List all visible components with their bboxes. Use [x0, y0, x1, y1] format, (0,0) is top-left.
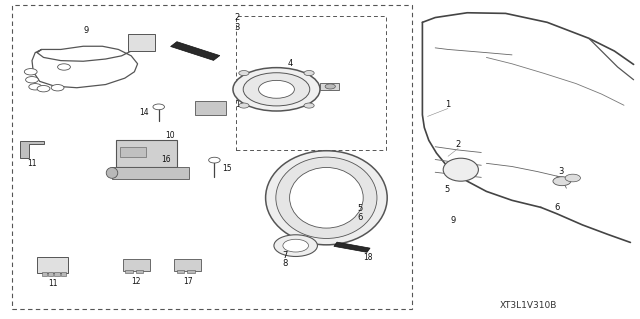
Polygon shape	[171, 42, 220, 60]
Circle shape	[209, 157, 220, 163]
Ellipse shape	[443, 158, 479, 181]
Circle shape	[26, 77, 38, 83]
Text: 11: 11	[48, 279, 57, 288]
Circle shape	[325, 84, 335, 89]
Polygon shape	[334, 242, 370, 252]
Bar	[236, 16, 386, 150]
Bar	[48, 272, 53, 276]
Circle shape	[304, 70, 314, 76]
Bar	[128, 34, 155, 51]
Circle shape	[24, 69, 37, 75]
Text: 3: 3	[234, 23, 239, 32]
Text: 17: 17	[182, 277, 193, 286]
Circle shape	[29, 84, 42, 90]
Text: 15: 15	[222, 164, 232, 173]
Bar	[174, 259, 201, 271]
Circle shape	[37, 85, 50, 92]
Circle shape	[259, 80, 294, 98]
Text: 2: 2	[234, 13, 239, 22]
Text: 6: 6	[554, 204, 559, 212]
Text: 4: 4	[288, 59, 293, 68]
Text: XT3L1V310B: XT3L1V310B	[499, 301, 557, 310]
Circle shape	[233, 68, 320, 111]
Bar	[123, 259, 150, 271]
Circle shape	[553, 177, 571, 186]
Bar	[116, 140, 177, 167]
Circle shape	[274, 235, 317, 256]
Text: 9: 9	[84, 26, 89, 35]
Bar	[120, 147, 146, 157]
Ellipse shape	[266, 151, 387, 245]
Text: 9: 9	[451, 216, 456, 225]
Text: 5: 5	[444, 185, 449, 194]
Bar	[54, 272, 60, 276]
Text: 5: 5	[358, 204, 363, 213]
Ellipse shape	[289, 167, 364, 228]
Polygon shape	[112, 167, 189, 179]
Text: 1: 1	[445, 100, 451, 109]
Text: 10: 10	[164, 131, 175, 140]
Circle shape	[239, 70, 249, 76]
Bar	[195, 101, 226, 115]
Bar	[12, 5, 412, 309]
Text: 18: 18	[364, 253, 372, 262]
Ellipse shape	[106, 167, 118, 178]
Text: 6: 6	[358, 213, 363, 222]
Circle shape	[58, 64, 70, 70]
Text: 7: 7	[282, 251, 287, 260]
Bar	[187, 270, 195, 273]
Bar	[136, 270, 143, 273]
Text: 12: 12	[132, 277, 141, 286]
Text: 11: 11	[28, 159, 36, 168]
Circle shape	[51, 85, 64, 91]
Text: 16: 16	[161, 155, 172, 164]
Bar	[61, 272, 66, 276]
Text: 8: 8	[282, 259, 287, 268]
Circle shape	[565, 174, 580, 182]
Bar	[320, 83, 339, 90]
Bar	[125, 270, 133, 273]
Text: 2: 2	[456, 140, 461, 149]
Bar	[42, 272, 47, 276]
Circle shape	[243, 73, 310, 106]
Text: 3: 3	[559, 167, 564, 176]
Circle shape	[304, 103, 314, 108]
Bar	[37, 257, 68, 273]
Bar	[177, 270, 184, 273]
Circle shape	[283, 239, 308, 252]
Circle shape	[153, 104, 164, 110]
Ellipse shape	[276, 157, 377, 239]
Text: 13: 13	[235, 100, 245, 109]
Text: 14: 14	[139, 108, 149, 117]
Circle shape	[239, 103, 249, 108]
Polygon shape	[20, 141, 44, 158]
